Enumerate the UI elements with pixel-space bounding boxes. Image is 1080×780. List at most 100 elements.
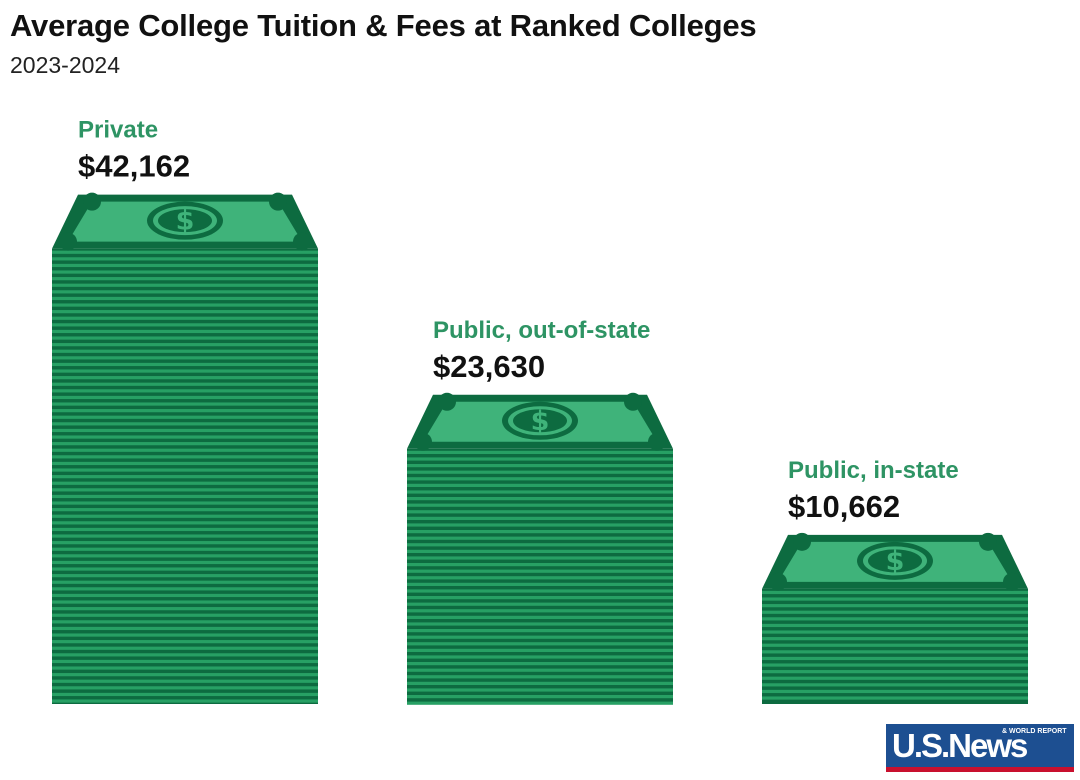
- bill-edge-stripe: [52, 310, 318, 314]
- logo-text: U.S.News: [892, 727, 1028, 764]
- bill-edge-stripe: [52, 521, 318, 525]
- bill-edge-stripe: [762, 597, 1028, 601]
- bar-1: $ Private $42,162: [52, 117, 318, 705]
- bill-edge-stripe: [407, 595, 673, 600]
- bill-edge-stripe: [52, 666, 318, 670]
- bill-edge-stripe: [762, 696, 1028, 700]
- bill-edge-stripe: [762, 637, 1028, 641]
- bill-edge-stripe: [407, 450, 673, 454]
- bill-edge-stripe: [52, 620, 318, 624]
- bill-edge-stripe: [407, 529, 673, 534]
- bill-edge-stripe: [52, 468, 318, 472]
- bill-corner: [648, 432, 666, 451]
- bill-edge-stripe: [407, 628, 673, 633]
- logo-stripe: [886, 767, 1074, 772]
- bill-edge-stripe: [52, 336, 318, 340]
- bill-edge-stripe: [407, 675, 673, 679]
- bill-edge-stripe: [52, 679, 318, 683]
- bill-corner: [1003, 572, 1021, 591]
- bill-corner: [83, 192, 101, 211]
- bill-edge-stripe: [52, 270, 318, 274]
- bill-edge-stripe: [52, 382, 318, 386]
- bill-edge-stripe: [407, 490, 673, 494]
- logo-subtext: & WORLD REPORT: [1002, 728, 1067, 735]
- bill-edge-stripe: [52, 653, 318, 657]
- dollar-sign-icon: $: [176, 206, 195, 237]
- bill-edge-stripe: [52, 316, 318, 320]
- bill-edge-stripe: [407, 543, 673, 547]
- bill-edge-stripe: [407, 470, 673, 474]
- bill-edge-stripe: [52, 587, 318, 591]
- bill-edge-stripe: [407, 569, 673, 573]
- bill-edge-stripe: [52, 626, 318, 631]
- bill-edge-stripe: [407, 635, 673, 639]
- bill-edge-stripe: [52, 323, 318, 327]
- bill-edge-stripe: [407, 648, 673, 652]
- bill-edge-stripe: [52, 442, 318, 446]
- bill-edge-stripe: [52, 303, 318, 307]
- bill-edge-stripe: [52, 567, 318, 571]
- bill-edge-stripe: [52, 428, 318, 433]
- bill-edge-stripe: [407, 642, 673, 646]
- bill-edge-stripe: [52, 541, 318, 545]
- bill-edge-stripe: [52, 501, 318, 505]
- bill-edge-stripe: [52, 455, 318, 459]
- bill-edge-stripe: [407, 609, 673, 613]
- bill-edge-stripe: [52, 613, 318, 617]
- bill-edge-stripe: [52, 560, 318, 565]
- bill-edge-stripe: [407, 668, 673, 672]
- bill-edge-stripe: [762, 623, 1028, 628]
- bill-corner: [269, 192, 287, 211]
- bill-edge-stripe: [52, 395, 318, 400]
- bill-corner: [414, 432, 432, 451]
- bill-edge-stripe: [407, 477, 673, 481]
- bill-edge-stripe: [407, 701, 673, 705]
- bill-edge-stripe: [407, 582, 673, 586]
- bill-edge-stripe: [52, 250, 318, 254]
- bill-edge-stripe: [52, 514, 318, 518]
- bill-edge-stripe: [52, 290, 318, 294]
- bill-edge-stripe: [52, 402, 318, 406]
- bill-edge-stripe: [52, 659, 318, 664]
- bill-edge-stripe: [52, 692, 318, 697]
- dollar-seal-core: [158, 209, 212, 233]
- bill-edge-stripe: [762, 663, 1028, 667]
- bill-edge-stripe: [762, 676, 1028, 680]
- bill-corner: [979, 532, 997, 551]
- bill-edge-stripe: [407, 688, 673, 692]
- bill-edge-stripe: [407, 463, 673, 468]
- bill-edge-stripe: [762, 650, 1028, 654]
- bill-edge-stripe: [762, 590, 1028, 595]
- bill-edge-stripe: [52, 349, 318, 353]
- bill-edge-stripe: [762, 670, 1028, 674]
- bill-edge-stripe: [407, 694, 673, 699]
- bill-edge-stripe: [52, 646, 318, 650]
- bill-edge-stripe: [52, 699, 318, 703]
- bill-edge-stripe: [52, 389, 318, 393]
- bill-edge-stripe: [52, 356, 318, 360]
- bill-edge-stripe: [407, 589, 673, 593]
- bill-edge-stripe: [52, 343, 318, 347]
- bill-edge-stripe: [407, 681, 673, 685]
- bill-edge-stripe: [407, 457, 673, 461]
- bill-edge-stripe: [52, 448, 318, 452]
- category-label: Private: [78, 117, 158, 144]
- bill-edge-stripe: [52, 481, 318, 485]
- bill-edge-stripe: [52, 409, 318, 413]
- bill-edge-stripe: [52, 547, 318, 551]
- dollar-sign-icon: $: [531, 406, 550, 437]
- dollar-sign-icon: $: [886, 546, 905, 577]
- bill-edge-stripe: [52, 488, 318, 492]
- bill-edge-stripe: [52, 296, 318, 301]
- bill-corner: [793, 532, 811, 551]
- bill-edge-stripe: [407, 661, 673, 666]
- category-label: Public, in-state: [788, 457, 959, 484]
- bill-edge-stripe: [52, 508, 318, 512]
- category-label: Public, out-of-state: [433, 317, 650, 344]
- value-label: $42,162: [78, 149, 190, 184]
- bill-edge-stripe: [762, 617, 1028, 621]
- bill-edge-stripe: [407, 615, 673, 619]
- bill-edge-stripe: [52, 534, 318, 538]
- bill-corner: [438, 392, 456, 411]
- bill-edge-stripe: [52, 580, 318, 584]
